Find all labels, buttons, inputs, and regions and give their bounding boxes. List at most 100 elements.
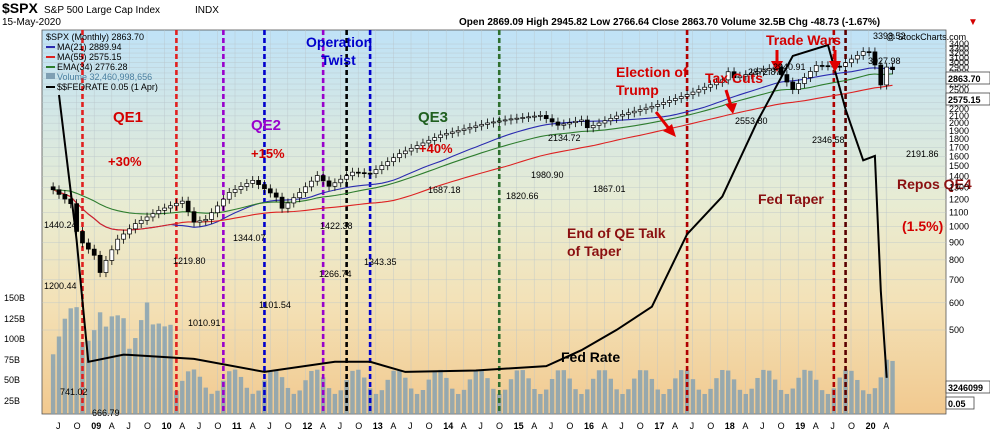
volume-bar bbox=[819, 390, 825, 414]
price-label: 2346.58 bbox=[812, 135, 845, 145]
volume-bar bbox=[209, 393, 214, 414]
candle-body bbox=[526, 116, 531, 119]
volume-bar bbox=[555, 370, 561, 414]
volume-bar bbox=[549, 378, 555, 414]
price-label: 666.79 bbox=[92, 408, 120, 418]
volume-bar bbox=[203, 387, 208, 414]
candle-body bbox=[50, 186, 56, 191]
volume-bar bbox=[884, 359, 889, 414]
candle-body bbox=[244, 183, 250, 187]
legend-volume-swatch bbox=[46, 73, 55, 79]
candle-body bbox=[402, 150, 408, 155]
time-tick-label: 17 bbox=[654, 421, 664, 431]
ma21-line bbox=[52, 67, 893, 231]
candle-body bbox=[766, 68, 772, 71]
candle-body bbox=[537, 115, 543, 117]
candle-body bbox=[690, 91, 696, 95]
candle-body bbox=[667, 100, 672, 103]
annotation-op-twist-2: Twist bbox=[321, 52, 356, 68]
candle-body bbox=[350, 171, 355, 177]
candle-body bbox=[802, 77, 807, 84]
time-tick-label: A bbox=[813, 421, 819, 431]
candle-body bbox=[819, 65, 825, 67]
time-tick-label: J bbox=[267, 421, 272, 431]
volume-bar bbox=[162, 326, 167, 414]
volume-bar bbox=[297, 390, 302, 414]
volume-bar bbox=[391, 370, 396, 414]
time-tick-label: J bbox=[619, 421, 624, 431]
volume-bar bbox=[450, 388, 455, 414]
time-tick-label: 10 bbox=[162, 421, 172, 431]
candle-body bbox=[338, 178, 344, 184]
annotation-arrows bbox=[654, 50, 841, 137]
candle-body bbox=[408, 147, 414, 152]
volume-bar bbox=[643, 370, 649, 414]
price-label: 2191.86 bbox=[906, 149, 939, 159]
badge-label: 3246099 bbox=[948, 383, 983, 393]
price-tick-label: 2000 bbox=[949, 118, 969, 128]
time-tick-label: A bbox=[602, 421, 608, 431]
volume-bar bbox=[309, 370, 314, 414]
candle-body bbox=[209, 212, 214, 220]
candle-body bbox=[461, 128, 467, 131]
volume-bar bbox=[778, 389, 784, 414]
candle-body bbox=[232, 189, 238, 193]
annotation-trade-wars: Trade Wars bbox=[766, 32, 841, 48]
legend-ma21: MA(21) 2889.94 bbox=[57, 42, 122, 52]
time-tick-label: 15 bbox=[514, 421, 524, 431]
volume-bar bbox=[544, 389, 549, 414]
volume-bar bbox=[485, 378, 490, 414]
volume-bar bbox=[784, 393, 790, 414]
price-tick-label: 1600 bbox=[949, 151, 969, 161]
candle-body bbox=[373, 169, 379, 174]
candle-body bbox=[755, 71, 760, 74]
volume-bar bbox=[637, 370, 643, 414]
volume-bar bbox=[749, 388, 754, 414]
volume-axis: 150B 125B 100B 75B 50B 25B bbox=[4, 293, 25, 406]
volume-bar bbox=[855, 379, 860, 414]
volume-bar bbox=[649, 378, 655, 414]
candle-body bbox=[174, 203, 179, 207]
exchange-label: INDX bbox=[195, 5, 219, 16]
volume-bar bbox=[743, 393, 748, 414]
time-tick-label: J bbox=[478, 421, 483, 431]
candle-body bbox=[332, 182, 338, 187]
candle-body bbox=[643, 107, 649, 110]
candle-body bbox=[179, 200, 185, 204]
fed-rate-polyline bbox=[58, 43, 888, 378]
volume-bar bbox=[403, 377, 408, 414]
volume-bar bbox=[250, 393, 255, 414]
volume-bar bbox=[890, 360, 895, 414]
candle-body bbox=[320, 175, 326, 182]
candle-body bbox=[62, 194, 68, 200]
candle-body bbox=[790, 81, 796, 90]
candle-body bbox=[749, 72, 755, 75]
time-tick-label: O bbox=[637, 421, 644, 431]
time-tick-label: J bbox=[338, 421, 343, 431]
volume-bar bbox=[133, 338, 138, 414]
volume-bar bbox=[614, 389, 619, 414]
volume-bar bbox=[866, 393, 872, 414]
candle-body bbox=[808, 71, 813, 78]
volume-bar bbox=[790, 388, 795, 414]
volume-bar bbox=[796, 377, 801, 414]
candle-body bbox=[714, 81, 719, 86]
price-tick-label: 3400 bbox=[949, 39, 969, 49]
candle-body bbox=[344, 175, 349, 180]
volume-bar bbox=[420, 390, 426, 414]
candle-body bbox=[702, 86, 708, 91]
volume-bar bbox=[696, 389, 702, 414]
candle-body bbox=[97, 254, 103, 273]
candle-body bbox=[890, 66, 895, 70]
price-label: 1980.90 bbox=[531, 170, 564, 180]
volume-bar bbox=[755, 377, 760, 414]
price-label: 3393.52 bbox=[873, 31, 906, 41]
price-tick-label: 700 bbox=[949, 275, 964, 285]
candle-body bbox=[56, 189, 62, 195]
volume-bar bbox=[115, 315, 120, 414]
volume-bar bbox=[702, 393, 707, 414]
legend-ema34: EMA(34) 2776.28 bbox=[57, 62, 128, 72]
volume-bar bbox=[97, 312, 103, 414]
price-label: 2134.72 bbox=[548, 133, 581, 143]
candle-body bbox=[314, 175, 320, 182]
